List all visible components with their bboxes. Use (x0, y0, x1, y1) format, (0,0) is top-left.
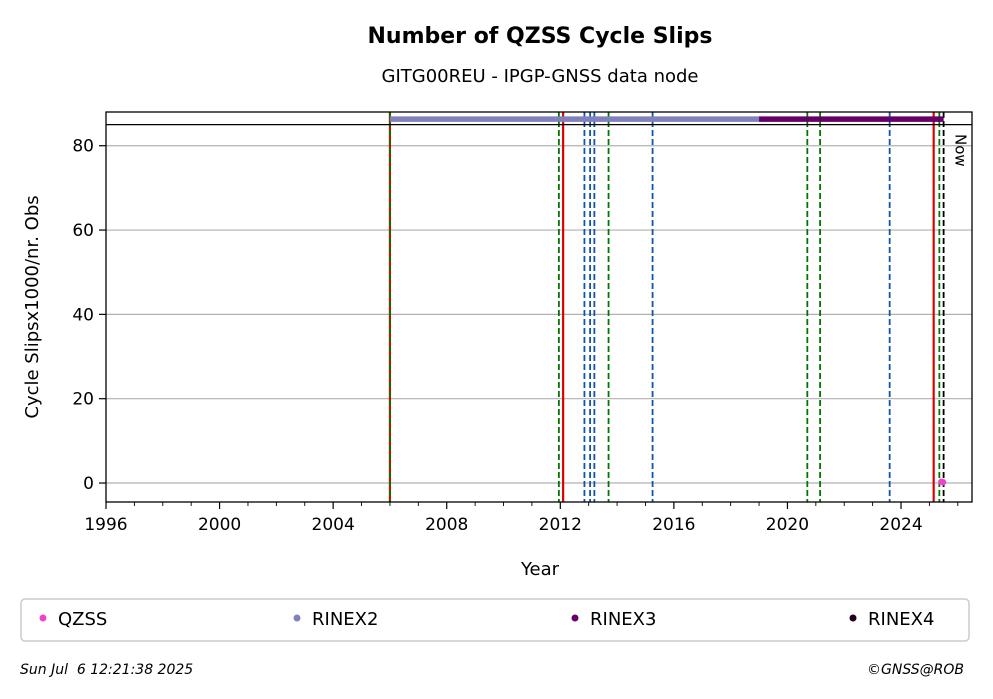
y-tick-label: 60 (72, 221, 94, 241)
event-lines (388, 112, 945, 502)
legend-entry: RINEX3 (571, 609, 656, 630)
y-tick-label: 0 (83, 474, 94, 494)
x-axis-ticks: 1996 2000 2004 2008 2012 2016 2020 2024 (84, 502, 959, 535)
footer-copyright: ©GNSS@ROB (867, 662, 964, 678)
plot-axes (105, 111, 973, 503)
x-tick-label: 2020 (766, 515, 809, 535)
chart-title: Number of QZSS Cycle Slips (368, 24, 713, 49)
legend-label: RINEX2 (312, 609, 378, 630)
legend-marker (39, 614, 47, 622)
chart-subtitle: GITG00REU - IPGP-GNSS data node (382, 66, 699, 87)
x-tick-label: 2016 (652, 515, 695, 535)
y-tick-label: 20 (72, 390, 94, 410)
legend: QZSS RINEX2 RINEX3 RINEX4 (20, 598, 970, 642)
legend-entry: QZSS (39, 609, 107, 630)
footer-timestamp: Sun Jul 6 12:21:38 2025 (20, 662, 193, 678)
legend-label: RINEX4 (868, 609, 934, 630)
y-axis-ticks: 0 20 40 60 80 (72, 137, 106, 494)
x-tick-label: 2008 (425, 515, 468, 535)
legend-entry: RINEX4 (849, 609, 934, 630)
legend-label: RINEX3 (590, 609, 656, 630)
legend-frame (20, 598, 970, 642)
legend-marker (849, 614, 857, 622)
now-label: Now (952, 134, 970, 167)
grid-lines (106, 145, 972, 484)
y-axis-label: Cycle Slipsx1000/nr. Obs (22, 195, 43, 418)
x-tick-label: 2024 (879, 515, 922, 535)
legend-marker (293, 614, 301, 622)
plot-frame (105, 111, 973, 503)
x-tick-label: 1996 (84, 515, 127, 535)
legend-entry: RINEX2 (293, 609, 378, 630)
data-point (939, 478, 947, 486)
y-tick-label: 80 (72, 137, 94, 157)
x-tick-label: 2012 (539, 515, 582, 535)
x-tick-label: 2000 (198, 515, 241, 535)
legend-label: QZSS (58, 609, 107, 630)
y-tick-label: 40 (72, 305, 94, 325)
x-tick-label: 2004 (312, 515, 355, 535)
x-axis-label: Year (520, 559, 560, 580)
data-points (938, 478, 947, 486)
legend-marker (571, 614, 579, 622)
